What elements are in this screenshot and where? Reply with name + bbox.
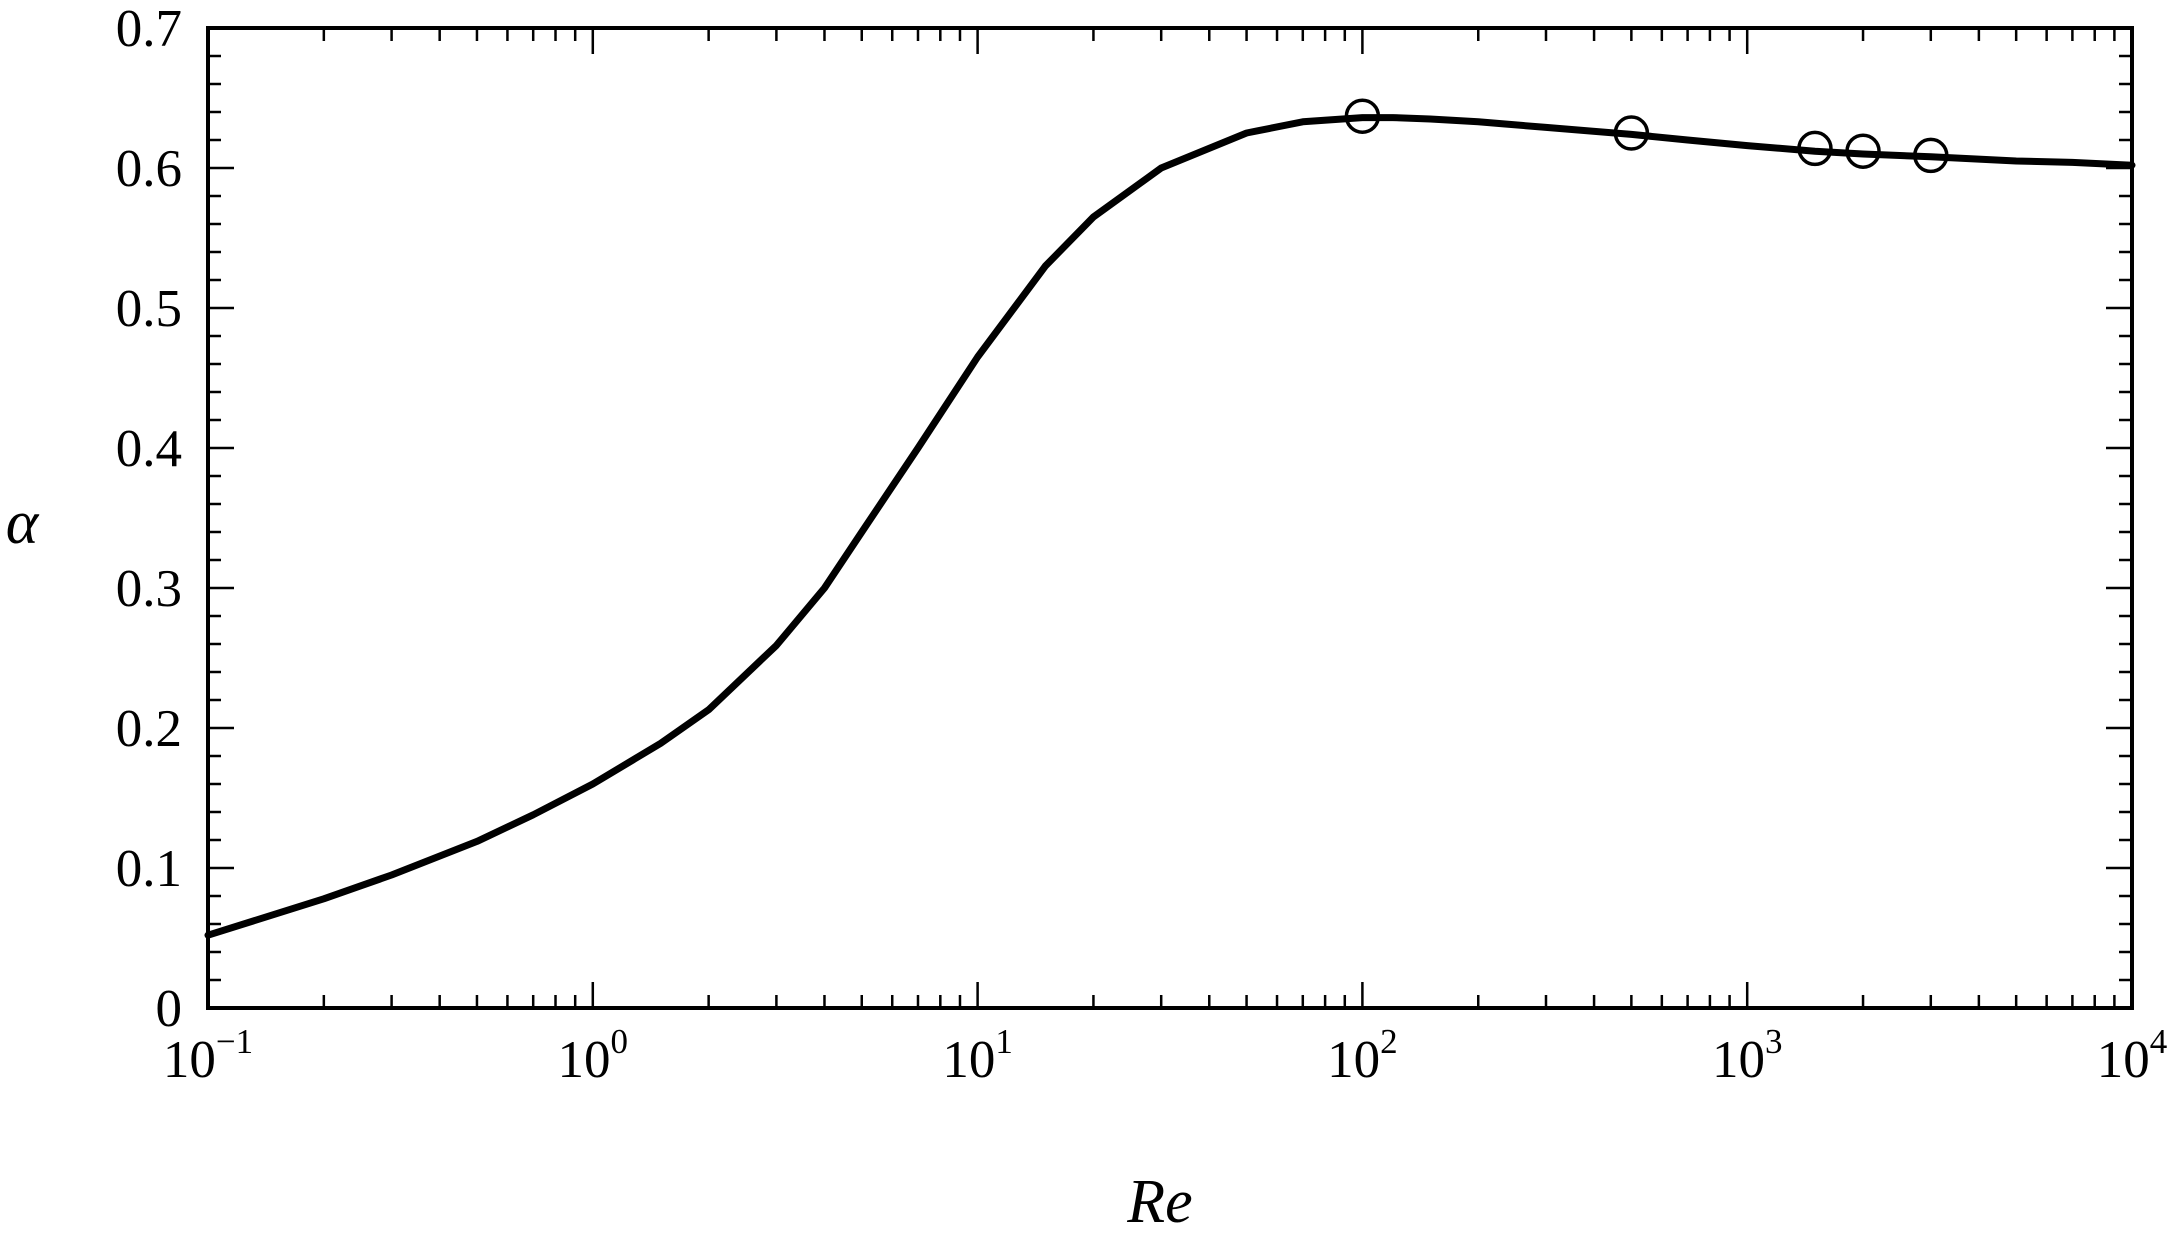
x-tick-label: 104 [2097, 1022, 2168, 1089]
x-tick-label: 101 [942, 1022, 1013, 1089]
y-tick-label: 0 [156, 980, 183, 1038]
tick-labels: 10−1 100 101 102 103 104 0 0.1 0.2 0.3 0.4 0.5 0.6 0.… [116, 0, 2168, 1089]
data-series [204, 98, 2136, 939]
x-tick-label: 103 [1712, 1022, 1783, 1089]
y-tick-label: 0.1 [116, 840, 182, 898]
axis-ticks [206, 26, 2134, 1010]
data-point-marker [1845, 133, 1881, 169]
y-tick-label: 0.5 [116, 280, 182, 338]
x-axis-title: Re [1126, 1168, 1192, 1236]
data-point-marker [1797, 130, 1833, 167]
plot-frame [206, 26, 2134, 1010]
x-tick-label: 10−1 [163, 1022, 253, 1089]
y-tick-label: 0.6 [116, 140, 182, 198]
y-tick-label: 0.2 [116, 700, 182, 758]
data-point-marker [1913, 137, 1949, 174]
y-axis-title: α [6, 489, 40, 557]
x-tick-label: 100 [558, 1022, 629, 1089]
fitted-curve [204, 114, 2136, 939]
y-tick-label: 0.7 [116, 0, 182, 58]
y-tick-label: 0.3 [116, 560, 182, 618]
data-point-marker [1613, 115, 1650, 151]
data-point-marker [1344, 98, 1381, 134]
y-tick-label: 0.4 [116, 420, 182, 478]
x-tick-label: 102 [1327, 1022, 1398, 1089]
